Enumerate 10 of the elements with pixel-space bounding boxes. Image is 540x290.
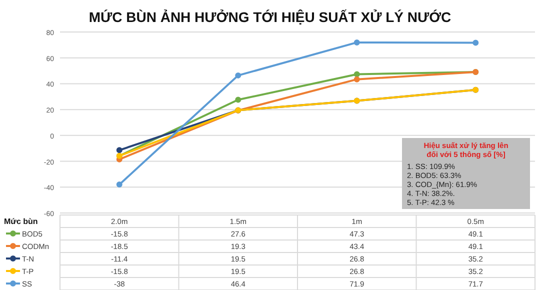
point <box>235 72 242 78</box>
point <box>116 147 122 154</box>
point <box>354 39 360 46</box>
x-axis-title: Mức bùn <box>4 217 38 226</box>
point <box>235 96 242 103</box>
point <box>354 71 360 78</box>
point <box>472 40 479 46</box>
chart-title: MỨC BÙN ẢNH HƯỞNG TỚI HIỆU SUẤT XỬ LÝ NƯỚC <box>88 9 452 25</box>
point <box>116 182 122 188</box>
point <box>354 76 360 82</box>
